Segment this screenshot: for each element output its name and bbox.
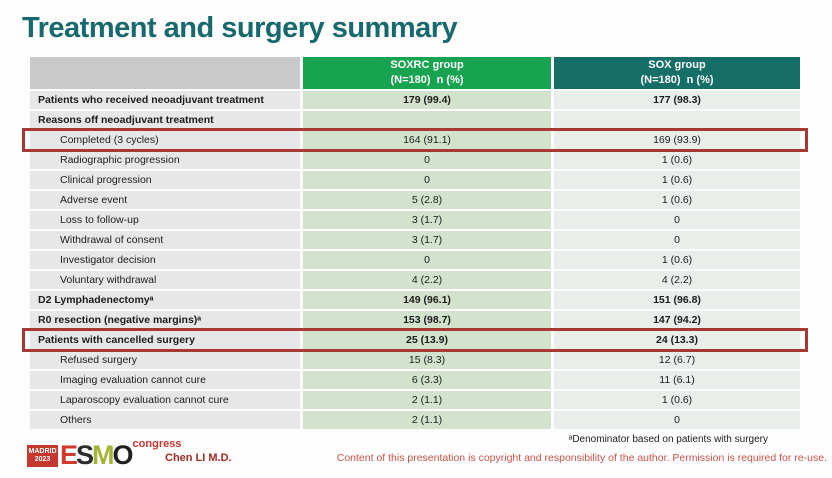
row-label: Completed (3 cycles)	[30, 131, 300, 149]
sox-value: 177 (98.3)	[554, 91, 800, 109]
esmo-congress-logo: MADRID 2023 ESMO congress	[27, 436, 181, 469]
madrid-2023-badge: MADRID 2023	[27, 445, 58, 467]
soxrc-value: 0	[303, 171, 551, 189]
sox-value: 1 (0.6)	[554, 151, 800, 169]
row-label: Others	[30, 411, 300, 429]
soxrc-value: 6 (3.3)	[303, 371, 551, 389]
soxrc-value: 0	[303, 251, 551, 269]
table-row: Withdrawal of consent 3 (1.7) 0	[30, 231, 800, 249]
soxrc-value: 4 (2.2)	[303, 271, 551, 289]
sox-value: 1 (0.6)	[554, 191, 800, 209]
badge-year: 2023	[34, 456, 51, 463]
sox-value: 0	[554, 231, 800, 249]
column-header-sox-line2: (N=180) n (%)	[640, 74, 714, 86]
row-label: R0 resection (negative margins)ᵃ	[30, 311, 300, 329]
sox-value: 1 (0.6)	[554, 391, 800, 409]
table-row: Others 2 (1.1) 0	[30, 411, 800, 429]
sox-value: 147 (94.2)	[554, 311, 800, 329]
row-label: D2 Lymphadenectomyᵃ	[30, 291, 300, 309]
soxrc-value: 2 (1.1)	[303, 391, 551, 409]
sox-value: 4 (2.2)	[554, 271, 800, 289]
esmo-letter-s: S	[76, 440, 94, 470]
column-header-soxrc-line2: (N=180) n (%)	[390, 74, 464, 86]
table-row: Loss to follow-up 3 (1.7) 0	[30, 211, 800, 229]
row-label: Voluntary withdrawal	[30, 271, 300, 289]
sox-value: 1 (0.6)	[554, 171, 800, 189]
soxrc-value: 164 (91.1)	[303, 131, 551, 149]
row-label: Radiographic progression	[30, 151, 300, 169]
sox-value: 1 (0.6)	[554, 251, 800, 269]
sox-value: 12 (6.7)	[554, 351, 800, 369]
sox-value: 0	[554, 211, 800, 229]
table-row: Reasons off neoadjuvant treatment	[30, 111, 800, 129]
soxrc-value: 153 (98.7)	[303, 311, 551, 329]
row-label: Refused surgery	[30, 351, 300, 369]
row-label: Investigator decision	[30, 251, 300, 269]
soxrc-value: 0	[303, 151, 551, 169]
table-row: Radiographic progression 0 1 (0.6)	[30, 151, 800, 169]
soxrc-value: 2 (1.1)	[303, 411, 551, 429]
row-label: Withdrawal of consent	[30, 231, 300, 249]
author-credit: Chen LI M.D.	[165, 452, 232, 464]
badge-city: MADRID	[28, 447, 57, 455]
row-label: Loss to follow-up	[30, 211, 300, 229]
column-header-sox-line1: SOX group	[648, 59, 706, 72]
row-label: Patients with cancelled surgery	[30, 331, 300, 349]
summary-table: SOXRC group (N=180) n (%) SOX group (N=1…	[22, 57, 808, 431]
sox-value: 11 (6.1)	[554, 371, 800, 389]
sox-value: 0	[554, 411, 800, 429]
congress-label: congress	[132, 438, 182, 450]
table-row: Clinical progression 0 1 (0.6)	[30, 171, 800, 189]
row-label: Reasons off neoadjuvant treatment	[30, 111, 300, 129]
table-body: Patients who received neoadjuvant treatm…	[22, 91, 808, 429]
esmo-letter-o: O	[112, 440, 134, 470]
soxrc-value: 179 (99.4)	[303, 91, 551, 109]
table-row: Refused surgery 15 (8.3) 12 (6.7)	[30, 351, 800, 369]
row-label: Clinical progression	[30, 171, 300, 189]
esmo-letter-m: M	[92, 440, 114, 470]
footnote: ᵃDenominator based on patients with surg…	[568, 434, 768, 445]
soxrc-value: 25 (13.9)	[303, 331, 551, 349]
table-row: Patients with cancelled surgery 25 (13.9)…	[22, 328, 808, 352]
soxrc-value: 5 (2.8)	[303, 191, 551, 209]
esmo-letter-e: E	[60, 440, 78, 470]
column-header-soxrc-line1: SOXRC group	[390, 59, 464, 72]
esmo-wordmark: ESMO	[60, 440, 134, 470]
table-row: Completed (3 cycles) 164 (91.1) 169 (93.9)	[22, 128, 808, 152]
page-title: Treatment and surgery summary	[22, 12, 458, 44]
column-header-sox-group: SOX group (N=180) n (%)	[554, 57, 800, 89]
sox-value: 24 (13.3)	[554, 331, 800, 349]
table-row: Adverse event 5 (2.8) 1 (0.6)	[30, 191, 800, 209]
column-header-soxrc-group: SOXRC group (N=180) n (%)	[303, 57, 551, 89]
soxrc-value: 3 (1.7)	[303, 211, 551, 229]
table-row: Voluntary withdrawal 4 (2.2) 4 (2.2)	[30, 271, 800, 289]
row-label: Patients who received neoadjuvant treatm…	[30, 91, 300, 109]
header-empty-cell	[30, 57, 300, 89]
table-row: Investigator decision 0 1 (0.6)	[30, 251, 800, 269]
table-row: D2 Lymphadenectomyᵃ 149 (96.1) 151 (96.8)	[30, 291, 800, 309]
copyright-notice: Content of this presentation is copyrigh…	[336, 452, 827, 464]
table-row: Patients who received neoadjuvant treatm…	[30, 91, 800, 109]
table-header-row: SOXRC group (N=180) n (%) SOX group (N=1…	[30, 57, 800, 89]
sox-value: 169 (93.9)	[554, 131, 800, 149]
sox-value	[554, 111, 800, 129]
table-row: Imaging evaluation cannot cure 6 (3.3) 11 …	[30, 371, 800, 389]
row-label: Laparoscopy evaluation cannot cure	[30, 391, 300, 409]
soxrc-value: 15 (8.3)	[303, 351, 551, 369]
table-row: Laparoscopy evaluation cannot cure 2 (1.1…	[30, 391, 800, 409]
soxrc-value: 3 (1.7)	[303, 231, 551, 249]
sox-value: 151 (96.8)	[554, 291, 800, 309]
soxrc-value: 149 (96.1)	[303, 291, 551, 309]
row-label: Imaging evaluation cannot cure	[30, 371, 300, 389]
row-label: Adverse event	[30, 191, 300, 209]
soxrc-value	[303, 111, 551, 129]
table-row: R0 resection (negative margins)ᵃ 153 (98.…	[30, 311, 800, 329]
